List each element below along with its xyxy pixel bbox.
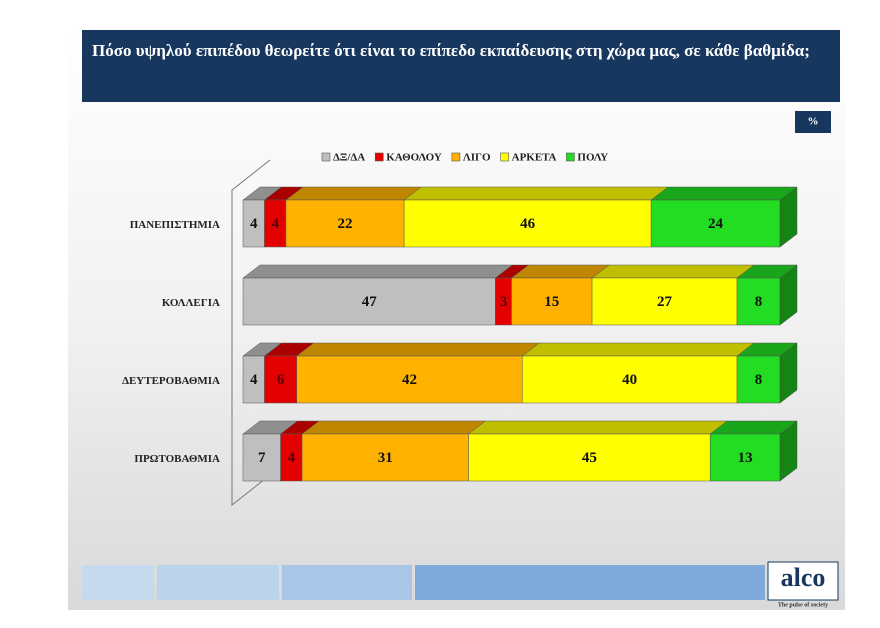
bar [468,433,711,482]
bar-top [591,264,755,279]
value-label: 46 [520,216,536,232]
bar [264,355,297,404]
bar-top [295,342,540,357]
bar-top [467,420,728,435]
category-label: ΔΕΥΤΕΡΟΒΑΘΜΙΑ [122,375,220,387]
bar-top [650,186,798,201]
value-label: 47 [362,294,378,310]
footer-block [282,565,412,600]
legend-swatch [321,152,331,162]
chart-title: Πόσο υψηλού επιπέδου θεωρείτε ότι είναι … [92,41,810,60]
bar [242,277,496,326]
value-label: 4 [288,450,296,466]
tagline: The pulse of society [778,602,828,608]
legend-swatch [374,152,384,162]
value-label: 4 [250,372,258,388]
value-label: 31 [378,450,393,466]
bar [591,277,738,326]
value-label: 24 [708,216,724,232]
bar [403,199,652,248]
value-label: 22 [338,216,353,232]
footer-block [82,565,154,600]
value-label: 42 [402,372,417,388]
bar [511,277,593,326]
value-label: 4 [250,216,258,232]
value-label: 27 [657,294,673,310]
category-label: ΠΑΝΕΠΙΣΤΗΜΙΑ [130,219,220,231]
bar [709,433,781,482]
legend-swatch [566,152,575,162]
value-label: 13 [738,450,753,466]
legend-label: ΛΙΓΟ [463,152,491,164]
value-label: 8 [755,372,763,388]
legend-label: ΔΞ/ΔΑ [333,152,365,164]
bar-top [285,186,422,201]
unit-badge [795,111,831,133]
legend-swatch [451,152,461,162]
value-label: 15 [544,294,559,310]
bar [285,199,405,248]
bar [301,433,469,482]
value-label: 7 [258,450,266,466]
bar-top [521,342,755,357]
legend-label: ΠΟΛΥ [577,152,608,164]
bar [736,355,781,404]
bar-side [779,342,798,404]
bar [650,199,781,248]
legend-label: ΚΑΘΟΛΟΥ [386,152,442,164]
category-label: ΚΟΛΛΕΓΙΑ [162,297,220,309]
bar [521,355,738,404]
bar-side [779,186,798,248]
value-label: 45 [582,450,597,466]
bar-side [779,420,798,482]
bar-top [301,420,487,435]
logo-box [767,561,839,601]
logo: alco [781,563,826,592]
bar-top [242,264,514,279]
bar [296,355,523,404]
value-label: 40 [622,372,637,388]
axis-wall [231,159,271,507]
title-bar [82,30,840,102]
legend-label: ΑΡΚΕΤΑ [512,152,557,164]
bar-side [779,264,798,326]
bar [242,433,281,482]
unit-label: % [808,116,819,128]
bar [736,277,781,326]
legend-swatch [500,152,509,162]
value-label: 4 [271,216,279,232]
footer-block [157,565,279,600]
bar-top [403,186,669,201]
value-label: 6 [277,372,285,388]
category-label: ΠΡΩΤΟΒΑΘΜΙΑ [134,453,220,465]
footer-block [415,565,765,600]
value-label: 8 [755,294,763,310]
value-label: 3 [500,294,508,310]
